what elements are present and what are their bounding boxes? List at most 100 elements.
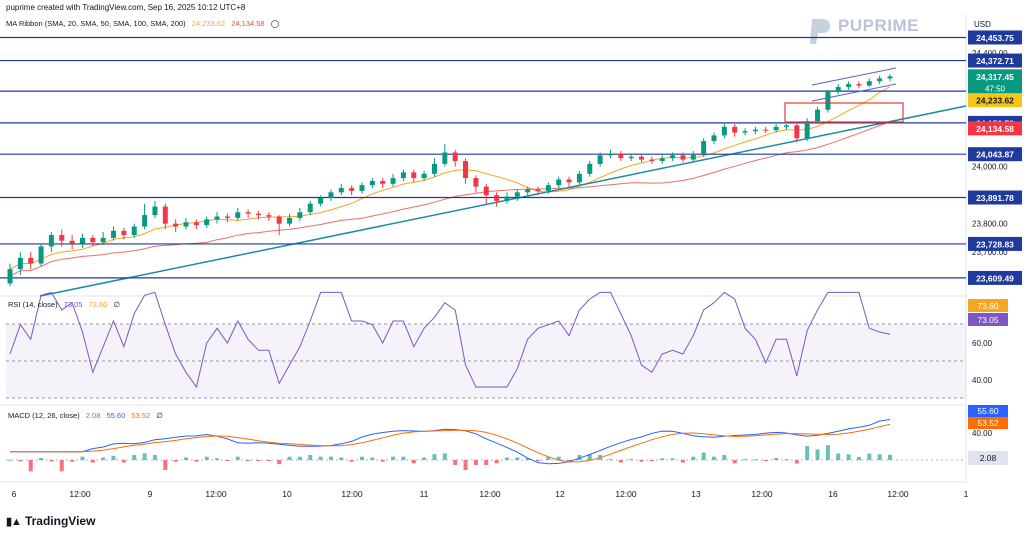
candle-body [856, 84, 862, 86]
candle-body [463, 161, 469, 179]
macd-histogram-bar [805, 446, 810, 460]
candle-body [142, 215, 148, 227]
ma-ribbon-name: MA Ribbon (SMA, 20, SMA, 50, SMA, 100, S… [6, 19, 186, 28]
candle-body [473, 178, 479, 187]
macd-histogram-bar [70, 460, 75, 462]
time-axis-label: 13 [691, 489, 701, 499]
level-price-tag [968, 53, 1022, 68]
level-price-tag [968, 190, 1022, 205]
rsi-value-label: 73.60 [977, 301, 999, 311]
macd-histogram-bar [163, 460, 168, 470]
ma-ribbon-label[interactable]: MA Ribbon (SMA, 20, SMA, 50, SMA, 100, S… [6, 19, 279, 28]
macd-histogram-bar [297, 456, 302, 460]
candle-body [214, 216, 220, 220]
macd-histogram-bar [877, 454, 882, 460]
level-price-label: 23,609.49 [976, 273, 1014, 283]
rsi-axis-label: 60.00 [972, 339, 993, 348]
macd-histogram-bar [442, 453, 447, 460]
time-axis-label: 12:00 [887, 489, 909, 499]
macd-value-3: 53.52 [131, 411, 151, 420]
candle-body [442, 152, 448, 164]
candle-body [90, 237, 96, 243]
candle-body [204, 219, 210, 226]
candle-body [649, 159, 655, 161]
level-price-label: 24,372.71 [976, 56, 1014, 66]
macd-histogram-bar [184, 457, 188, 460]
macd-histogram-bar [670, 458, 675, 460]
macd-histogram-bar [39, 458, 44, 460]
candle-body [338, 188, 344, 193]
price-tick-label: 24,000.00 [972, 163, 1008, 172]
macd-histogram-bar [846, 454, 851, 460]
current-price-label: 24,233.62 [976, 96, 1014, 106]
chart-header-title: puprime created with TradingView.com, Se… [6, 3, 246, 12]
macd-histogram-bar [235, 456, 240, 460]
eye-icon[interactable]: ∅ [156, 411, 163, 420]
candle-body [846, 84, 852, 87]
macd-histogram-bar [411, 460, 416, 464]
macd-histogram-bar [111, 455, 116, 460]
candle-body [752, 129, 758, 132]
candle-body [79, 237, 85, 244]
macd-histogram-bar [453, 460, 458, 465]
candle-body [318, 198, 324, 204]
candle-body [349, 188, 355, 191]
currency-label: USD [974, 20, 991, 29]
macd-histogram-bar [121, 460, 126, 463]
time-axis-label: 12:00 [479, 489, 501, 499]
candle-body [835, 86, 841, 92]
time-axis-label: 12:00 [205, 489, 227, 499]
candle-body [659, 158, 665, 161]
macd-histogram-bar [318, 456, 323, 460]
candle-body [607, 153, 613, 156]
macd-histogram-bar [101, 457, 106, 460]
current-price-tag [968, 121, 1022, 136]
candle-body [815, 109, 821, 122]
candle-body [545, 185, 551, 191]
macd-histogram-bar [277, 460, 282, 465]
tradingview-logo-icon: ▮▲ [6, 516, 22, 528]
macd-histogram-bar [774, 458, 779, 460]
macd-histogram-bar [763, 460, 768, 461]
price-tick-label: 23,800.00 [972, 220, 1008, 229]
macd-histogram-bar [484, 460, 489, 465]
candle-body [183, 222, 189, 227]
candle-body [235, 212, 241, 218]
candle-body [763, 129, 769, 131]
macd-axis-label: 40.00 [972, 429, 993, 438]
rsi-label[interactable]: RSI (14, close) 73.05 73.60 ∅ [8, 300, 120, 309]
macd-histogram-bar [815, 449, 820, 460]
macd-histogram-bar [639, 460, 644, 462]
candle-body [587, 163, 593, 174]
macd-histogram-bar [515, 457, 520, 460]
eye-icon[interactable]: ∅ [113, 300, 120, 309]
macd-histogram-bar [691, 456, 696, 460]
candle-body [690, 153, 696, 160]
macd-histogram-bar [608, 459, 613, 461]
tradingview-logo[interactable]: ▮▲ TradingView [6, 514, 95, 528]
support-trendline [39, 105, 967, 297]
macd-histogram-bar [743, 459, 748, 461]
chart-canvas[interactable]: 24,400.00 24,000.00 23,800.00 23,700.00 24,4… [0, 0, 1024, 510]
macd-histogram-bar [587, 454, 592, 460]
macd-value-label: 53.52 [977, 418, 999, 428]
macd-name: MACD (12, 26, close) [8, 411, 80, 420]
macd-label[interactable]: MACD (12, 26, close) 2.08 55.60 53.52 ∅ [8, 411, 163, 420]
time-axis-label: 12 [555, 489, 565, 499]
rsi-value-label: 73.05 [977, 315, 999, 325]
channel-upper-line [811, 67, 897, 86]
candle-body [576, 173, 582, 183]
candle-body [794, 125, 800, 139]
candle-body [297, 212, 303, 218]
macd-histogram-bar [867, 453, 872, 460]
macd-histogram-bar [567, 460, 572, 462]
eye-icon[interactable]: ◯ [270, 19, 280, 28]
macd-histogram-bar [152, 455, 157, 460]
level-price-label: 24,453.75 [976, 33, 1014, 43]
candle-body [431, 163, 437, 174]
rsi-value-2: 73.60 [88, 300, 108, 309]
macd-histogram-bar [132, 455, 137, 460]
macd-histogram-bar [28, 460, 33, 472]
macd-histogram-bar [463, 460, 468, 470]
time-axis-label: 12:00 [751, 489, 773, 499]
